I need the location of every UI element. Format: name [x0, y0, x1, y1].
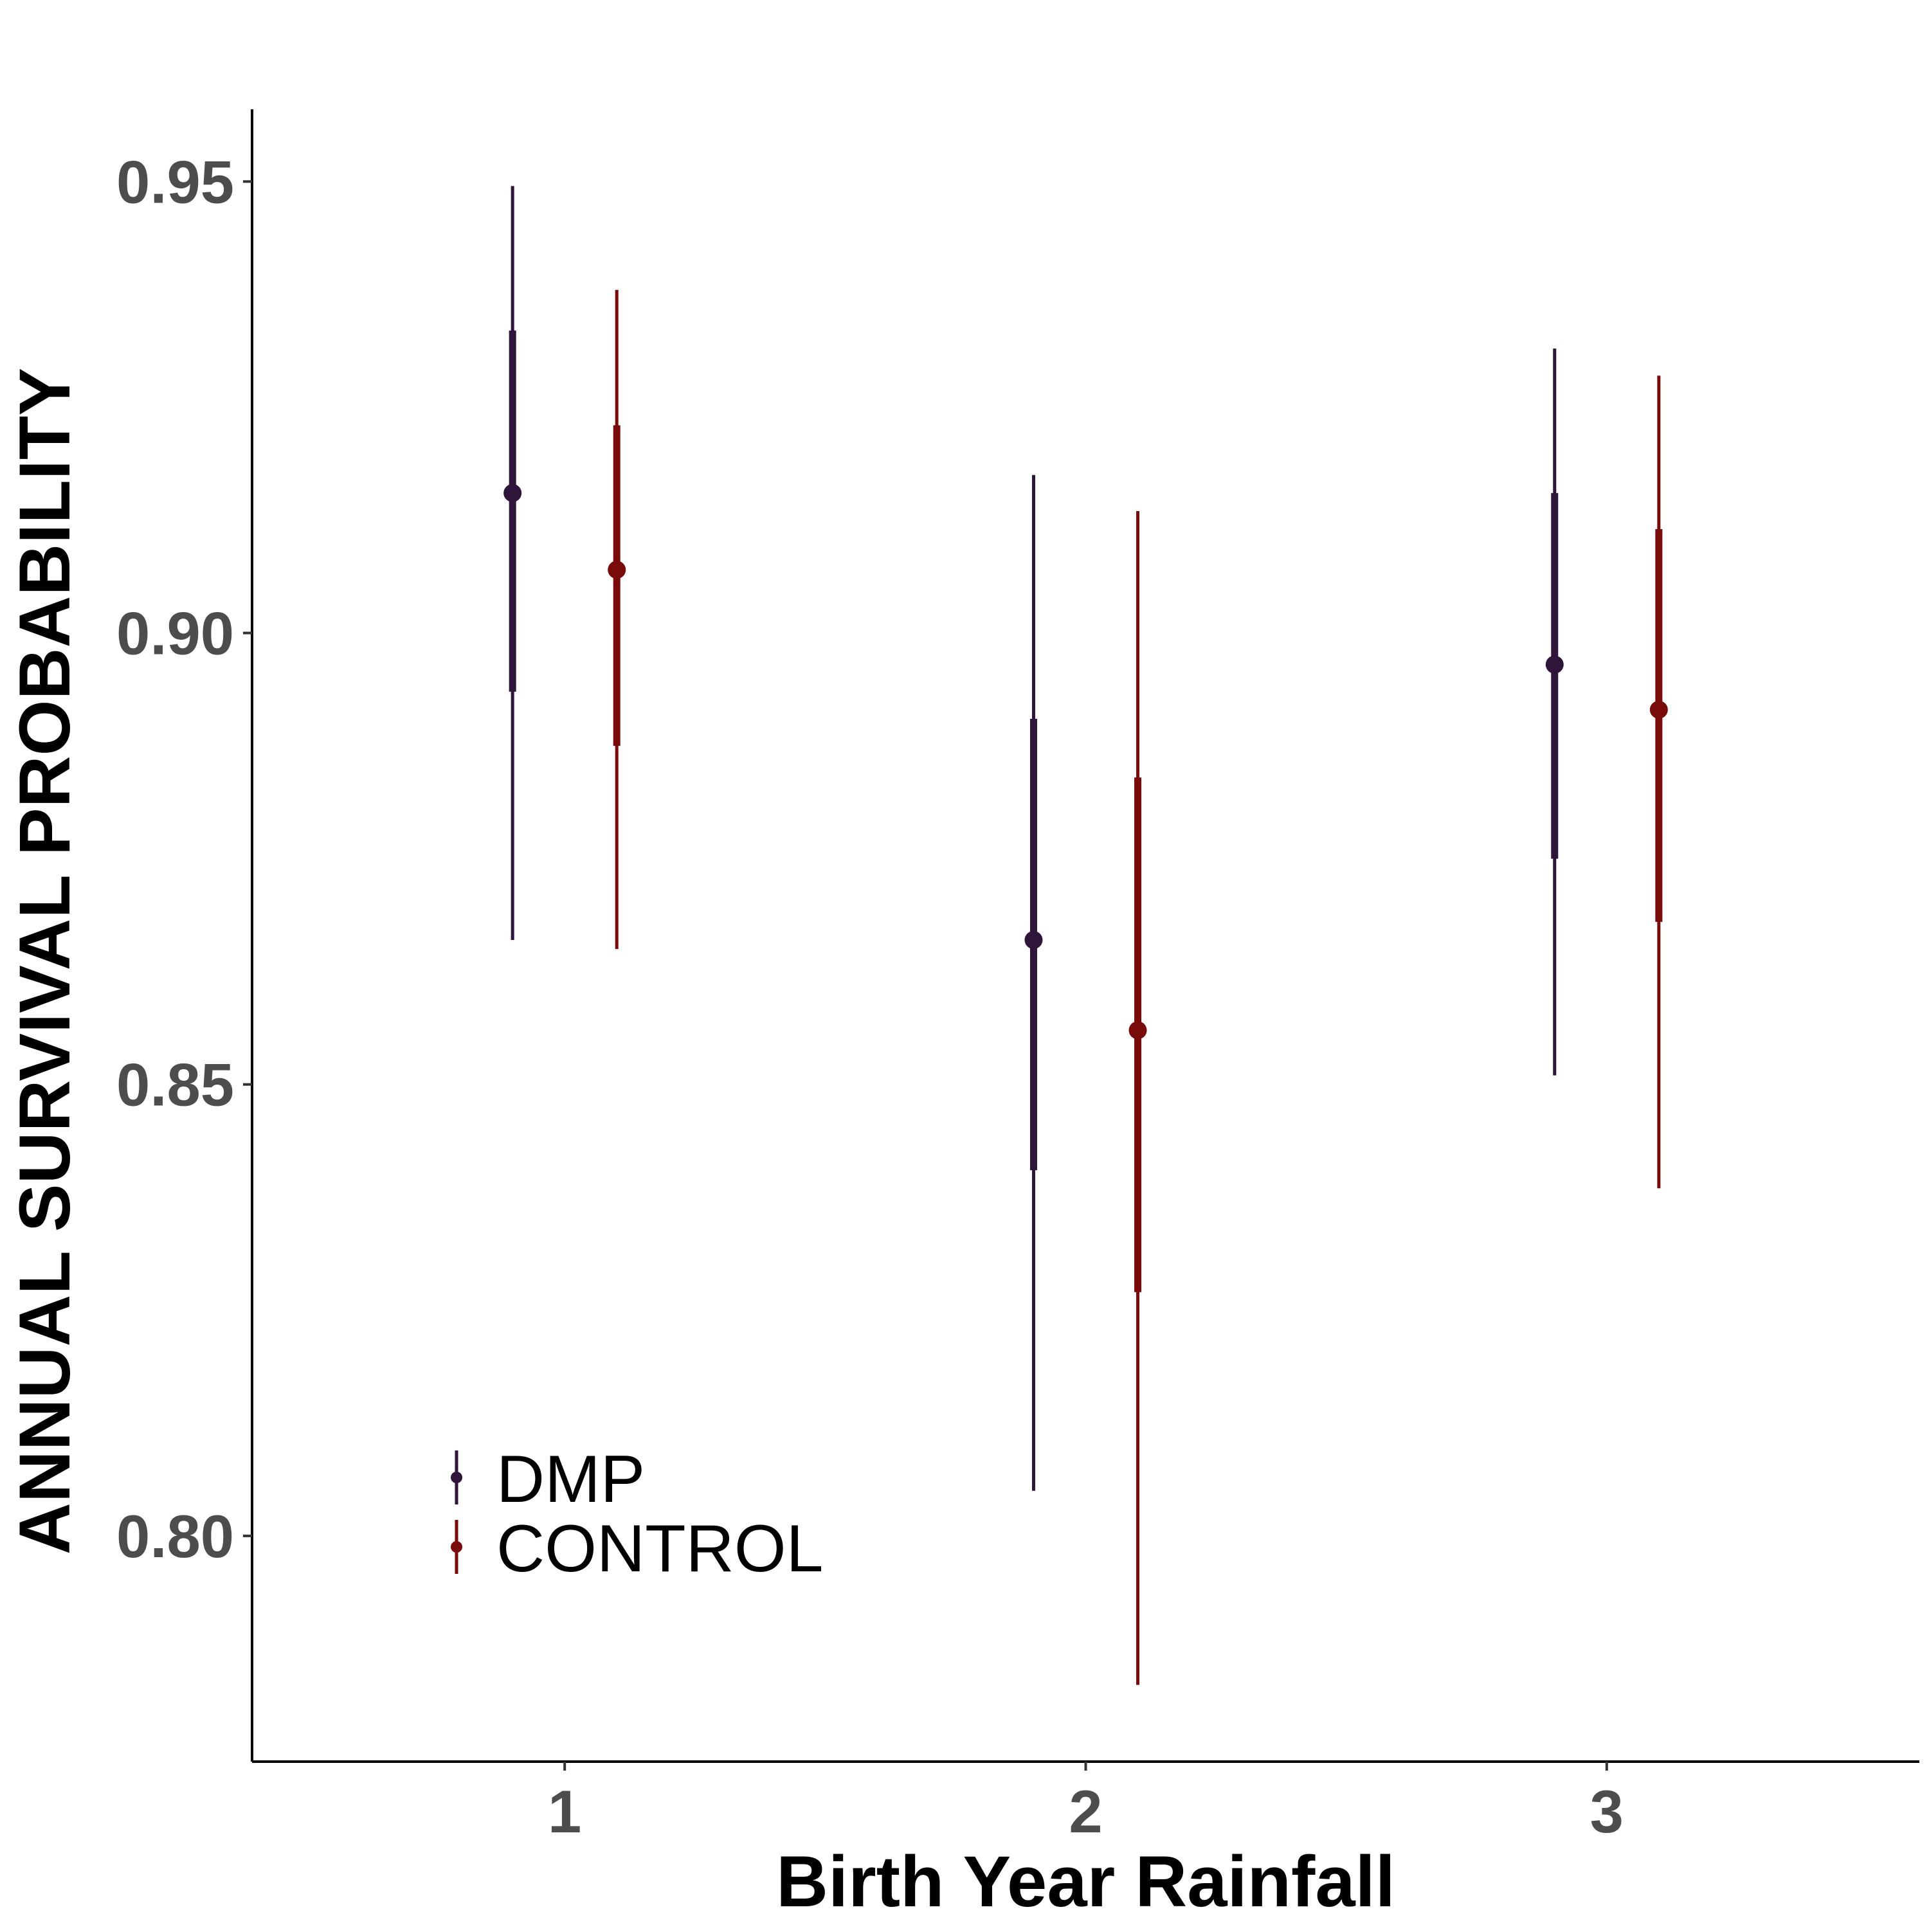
point-estimate	[1649, 700, 1668, 719]
point-estimate	[503, 483, 522, 502]
y-tick-label: 0.85	[116, 1051, 234, 1119]
legend-key-point	[451, 1472, 462, 1483]
series-dmp	[503, 186, 1564, 1491]
legend-item: DMP	[451, 1442, 645, 1517]
series	[503, 186, 1668, 1685]
y-axis-title: ANNUAL SURVIVAL PROBABILITY	[5, 368, 85, 1555]
legend-key-point	[451, 1541, 462, 1553]
legend-label: DMP	[496, 1442, 645, 1517]
x-tick-label: 1	[548, 1778, 581, 1845]
y-tick-label: 0.80	[116, 1503, 234, 1570]
y-tick-label: 0.90	[116, 600, 234, 667]
legend-item: CONTROL	[451, 1512, 823, 1586]
ticks: 0.80 0.85 0.90 0.95 1 2 3	[116, 148, 1624, 1845]
point-estimate	[1024, 931, 1043, 950]
point-estimate	[1128, 1021, 1147, 1040]
series-control	[608, 289, 1668, 1685]
point-estimate	[1545, 655, 1564, 674]
y-tick-label: 0.95	[116, 148, 234, 215]
x-axis-title: Birth Year Rainfall	[776, 1841, 1395, 1922]
x-tick-label: 2	[1069, 1778, 1102, 1845]
legend-label: CONTROL	[496, 1512, 823, 1586]
point-estimate	[608, 561, 626, 579]
x-tick-label: 3	[1590, 1778, 1624, 1845]
